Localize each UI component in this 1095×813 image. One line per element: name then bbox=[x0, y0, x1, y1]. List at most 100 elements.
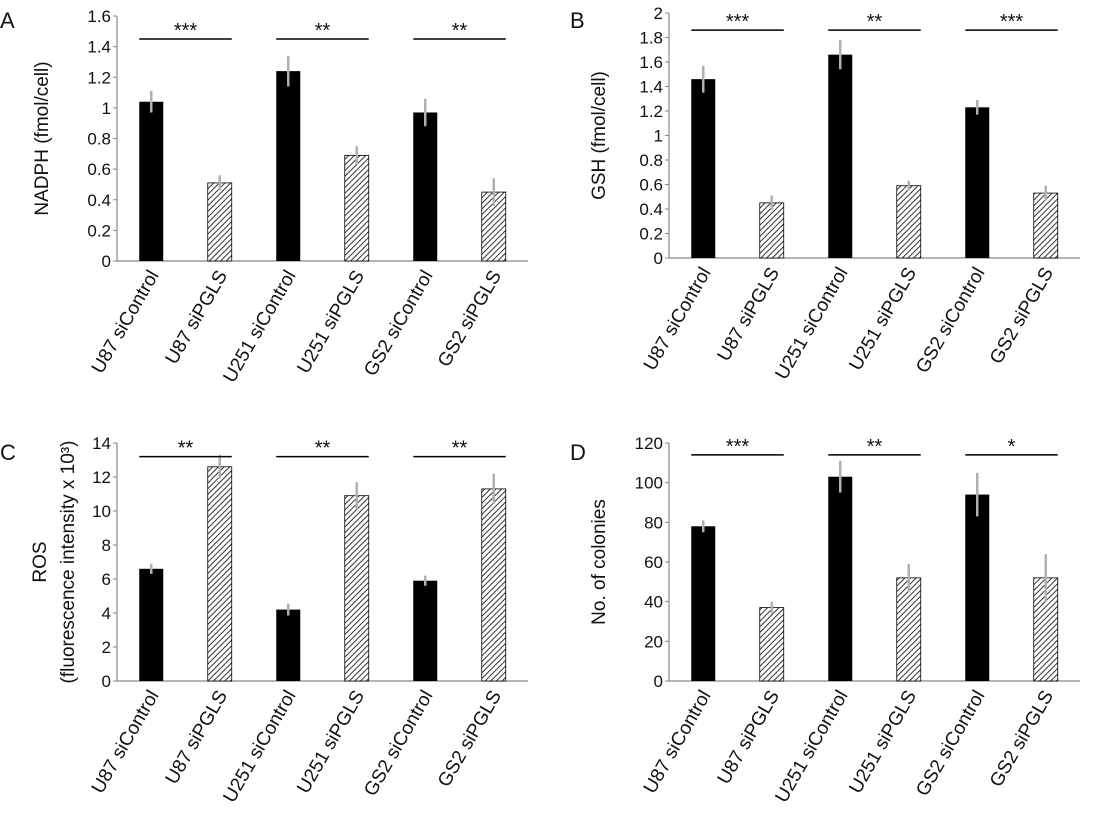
significance-label: ** bbox=[867, 11, 883, 33]
significance-label: ** bbox=[315, 20, 331, 42]
x-category-label: U251 siPGLS bbox=[845, 687, 921, 797]
significance-label: ** bbox=[315, 438, 331, 460]
panel-letter-c: C bbox=[0, 440, 16, 465]
bar-u251-sicontrol bbox=[276, 609, 301, 681]
y-axis-title: GSH (fmol/cell) bbox=[589, 71, 610, 200]
bar-u251-sipgls bbox=[896, 185, 922, 259]
y-tick-label: 20 bbox=[644, 632, 663, 651]
x-category-label: GS2 siPGLS bbox=[986, 687, 1058, 791]
x-category-label: U251 siPGLS bbox=[293, 267, 369, 377]
bar-u251-sipgls bbox=[344, 495, 370, 682]
x-category-label: U251 siPGLS bbox=[293, 687, 369, 797]
significance-label: ** bbox=[452, 20, 468, 42]
y-tick-label: 2 bbox=[654, 4, 663, 23]
significance-label: ** bbox=[452, 438, 468, 460]
panel-letter-d: D bbox=[570, 440, 586, 465]
x-category-label: GS2 siControl bbox=[912, 687, 989, 800]
y-axis-title: (fluorescence intensity x 10³) bbox=[58, 441, 79, 684]
y-tick-label: 0.4 bbox=[87, 191, 111, 210]
y-tick-label: 1.6 bbox=[639, 53, 663, 72]
x-category-label: U87 siPGLS bbox=[714, 687, 784, 788]
y-tick-label: 0.2 bbox=[87, 221, 111, 240]
x-category-label: U87 siControl bbox=[640, 687, 716, 797]
y-tick-label: 14 bbox=[92, 434, 111, 453]
bar-u251-sipgls bbox=[896, 577, 922, 682]
x-category-label: GS2 siPGLS bbox=[434, 687, 506, 791]
bar-gs2-sicontrol bbox=[965, 494, 990, 681]
y-tick-label: 0.6 bbox=[639, 176, 663, 195]
y-tick-label: 1.2 bbox=[87, 68, 111, 87]
y-tick-label: 0.2 bbox=[639, 225, 663, 244]
y-tick-label: 4 bbox=[102, 604, 111, 623]
panel-letter-a: A bbox=[0, 8, 15, 33]
panel-a: A 0 0.2 0.4 0.6 0.8 1 1.2 1.4 1.6 NADPH (fmol/cel… bbox=[0, 7, 528, 386]
bar-gs2-sipgls bbox=[481, 488, 507, 682]
bar-gs2-sipgls bbox=[481, 191, 507, 262]
x-category-label: U87 siPGLS bbox=[162, 687, 232, 788]
x-category-label: U87 siPGLS bbox=[162, 267, 232, 368]
x-category-label: U87 siControl bbox=[88, 687, 164, 797]
bar-u87-sicontrol bbox=[691, 79, 716, 259]
y-tick-label: 1.2 bbox=[639, 102, 663, 121]
bar-u251-sipgls bbox=[344, 154, 370, 262]
x-category-label: GS2 siPGLS bbox=[986, 264, 1058, 368]
x-category-label: U251 siControl bbox=[220, 687, 301, 806]
bar-u251-sicontrol bbox=[828, 476, 853, 681]
x-category-label: U251 siControl bbox=[772, 264, 853, 383]
x-category-label: U251 siControl bbox=[220, 267, 301, 386]
bar-u251-sicontrol bbox=[276, 71, 301, 261]
y-axis-title: ROS bbox=[30, 541, 51, 582]
y-tick-label: 8 bbox=[102, 536, 111, 555]
y-tick-label: 120 bbox=[635, 434, 663, 453]
y-tick-label: 10 bbox=[92, 502, 111, 521]
bar-u251-sicontrol bbox=[828, 54, 853, 259]
y-tick-label: 0 bbox=[654, 249, 663, 268]
x-category-label: GS2 siControl bbox=[360, 687, 437, 800]
panel-b: B 0 0.2 0.4 0.6 0.8 1 1.2 1.4 1.6 1.8 2 GSH (fmol/c… bbox=[570, 4, 1080, 383]
x-category-label: U251 siControl bbox=[772, 687, 853, 806]
y-tick-label: 0.8 bbox=[87, 130, 111, 149]
bar-u87-sipgls bbox=[759, 202, 785, 259]
y-tick-label: 1.4 bbox=[639, 78, 663, 97]
y-tick-label: 1 bbox=[654, 127, 663, 146]
y-axis-title: No. of colonies bbox=[589, 499, 610, 625]
bar-u87-sipgls bbox=[759, 607, 785, 682]
panel-c: C 0 2 4 6 8 10 12 14 ROS (fluorescence intensity … bbox=[0, 434, 528, 806]
y-tick-label: 12 bbox=[92, 468, 111, 487]
significance-label: ** bbox=[867, 436, 883, 458]
bar-u87-sicontrol bbox=[691, 526, 716, 681]
y-tick-label: 0.4 bbox=[639, 200, 663, 219]
panel-d: D 0 20 40 60 80 100 120 No. of colonies U87 siCo… bbox=[570, 434, 1080, 806]
bar-u87-sicontrol bbox=[139, 568, 164, 681]
y-tick-label: 1.4 bbox=[87, 38, 111, 57]
y-axis-title: NADPH (fmol/cell) bbox=[32, 61, 53, 215]
y-tick-label: 0.6 bbox=[87, 160, 111, 179]
significance-label: *** bbox=[174, 20, 198, 42]
x-category-label: U251 siPGLS bbox=[845, 264, 921, 374]
y-tick-label: 0 bbox=[102, 672, 111, 691]
x-category-label: U87 siControl bbox=[88, 267, 164, 377]
panel-letter-b: B bbox=[570, 8, 585, 33]
significance-label: ** bbox=[178, 438, 194, 460]
y-tick-label: 60 bbox=[644, 553, 663, 572]
bar-gs2-sipgls bbox=[1033, 192, 1059, 259]
bar-u87-sipgls bbox=[207, 466, 233, 682]
y-tick-label: 1.6 bbox=[87, 7, 111, 26]
x-category-label: U87 siControl bbox=[640, 264, 716, 374]
bar-gs2-sicontrol bbox=[965, 107, 990, 258]
bar-u87-sipgls bbox=[207, 182, 233, 262]
y-tick-label: 0.8 bbox=[639, 151, 663, 170]
y-tick-label: 100 bbox=[635, 474, 663, 493]
y-tick-label: 1 bbox=[102, 99, 111, 118]
significance-label: * bbox=[1008, 436, 1016, 458]
significance-label: *** bbox=[726, 11, 750, 33]
y-tick-label: 2 bbox=[102, 638, 111, 657]
x-category-label: GS2 siPGLS bbox=[434, 267, 506, 371]
significance-label: *** bbox=[726, 436, 750, 458]
x-category-label: GS2 siControl bbox=[360, 267, 437, 380]
x-category-label: U87 siPGLS bbox=[714, 264, 784, 365]
y-tick-label: 80 bbox=[644, 513, 663, 532]
y-tick-label: 6 bbox=[102, 570, 111, 589]
y-tick-label: 1.8 bbox=[639, 29, 663, 48]
